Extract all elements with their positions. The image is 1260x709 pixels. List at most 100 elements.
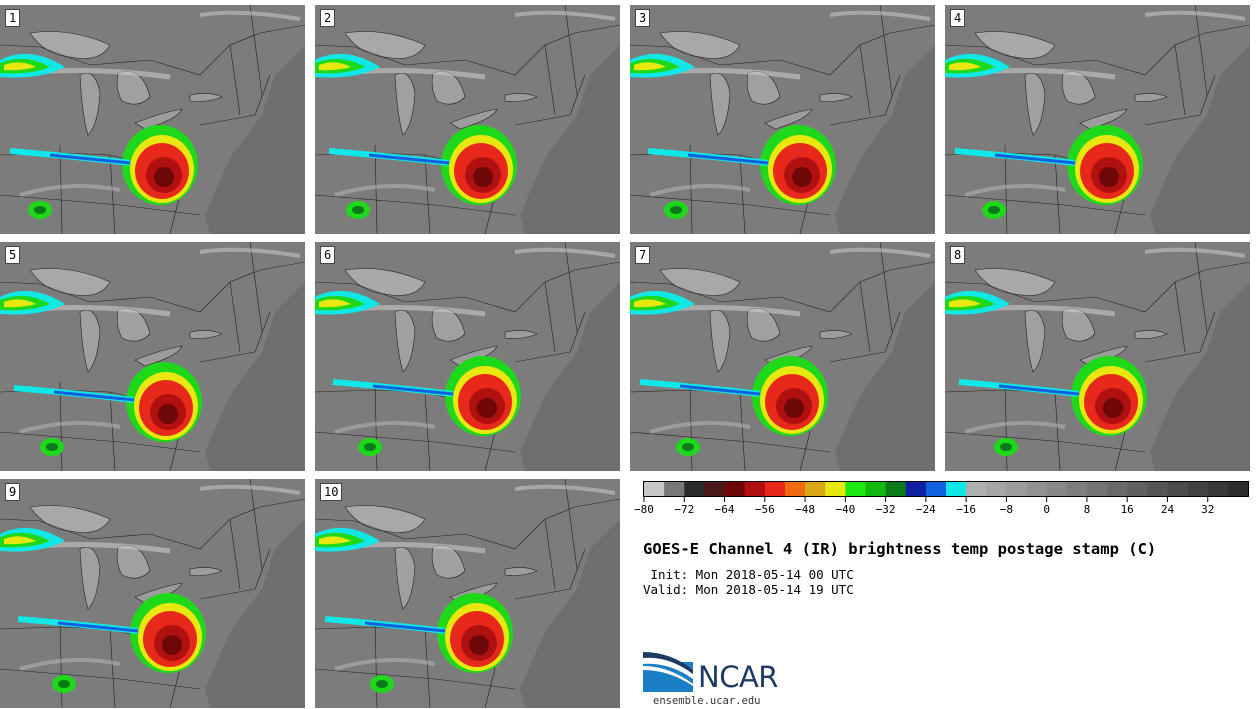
lake-ontario bbox=[819, 330, 853, 339]
cloud-streak bbox=[829, 247, 931, 258]
border-line bbox=[315, 498, 620, 550]
cloud-cluster bbox=[4, 299, 36, 308]
cloud-cell bbox=[352, 206, 364, 214]
cloud-cluster bbox=[949, 62, 981, 71]
colorbar-swatch bbox=[1227, 482, 1249, 496]
panel-number: 9 bbox=[5, 483, 21, 501]
cloud-streak bbox=[199, 10, 301, 21]
colorbar-swatch bbox=[644, 482, 665, 496]
colorbar-tick-label: −80 bbox=[634, 503, 654, 516]
ocean-area bbox=[520, 519, 620, 708]
storm-complex bbox=[647, 125, 836, 205]
storm-complex bbox=[324, 593, 513, 673]
convective-line bbox=[679, 384, 761, 396]
colorbar-swatch bbox=[1127, 482, 1148, 496]
lake-ontario bbox=[1134, 330, 1168, 339]
panel-number: 10 bbox=[320, 483, 343, 501]
lake-michigan bbox=[709, 72, 731, 136]
cloud-cell bbox=[376, 680, 388, 688]
border-line bbox=[689, 381, 693, 471]
border-line bbox=[544, 281, 556, 353]
border-line bbox=[59, 144, 63, 234]
colorbar bbox=[643, 481, 1249, 502]
border-line bbox=[374, 618, 378, 708]
map-layer bbox=[315, 242, 620, 471]
colorbar-swatch bbox=[784, 482, 806, 496]
map-layer bbox=[315, 479, 620, 708]
ocean-area bbox=[205, 519, 305, 708]
convective-line bbox=[49, 153, 131, 165]
postage-stamp-panel-3: 3 bbox=[630, 5, 935, 234]
ir-map bbox=[315, 479, 620, 708]
lake-superior bbox=[344, 268, 426, 296]
storm-core bbox=[1099, 167, 1119, 187]
border-line bbox=[109, 628, 116, 708]
colorbar-tick-label: 0 bbox=[1043, 503, 1050, 516]
lake-erie bbox=[449, 108, 498, 130]
colorbar-swatch bbox=[1187, 482, 1209, 496]
cloud-cluster bbox=[4, 62, 36, 71]
ocean-area bbox=[835, 45, 935, 234]
colorbar-tick-label: −24 bbox=[915, 503, 936, 516]
lake-superior bbox=[344, 505, 426, 533]
cloud-cluster bbox=[949, 299, 981, 308]
colorbar-swatch bbox=[1026, 482, 1047, 496]
border-line bbox=[0, 261, 305, 313]
lake-michigan bbox=[394, 72, 416, 136]
panel-number: 6 bbox=[320, 246, 336, 264]
cloud-cluster bbox=[319, 62, 351, 71]
border-line bbox=[374, 144, 378, 234]
border-line bbox=[229, 281, 241, 353]
border-line bbox=[514, 548, 586, 600]
colorbar-tick-label: 32 bbox=[1201, 503, 1215, 516]
panel-number: 4 bbox=[950, 9, 966, 27]
lake-superior bbox=[974, 268, 1056, 296]
storm-core bbox=[162, 635, 182, 655]
border-line bbox=[829, 311, 901, 363]
northwest-convection bbox=[0, 527, 76, 693]
cloud-streak bbox=[199, 484, 301, 495]
border-line bbox=[1194, 242, 1208, 333]
cloud-cluster bbox=[634, 299, 666, 308]
border-line bbox=[0, 194, 201, 216]
border-line bbox=[315, 668, 516, 690]
ocean-area bbox=[520, 45, 620, 234]
colorbar-swatch bbox=[845, 482, 866, 496]
border-line bbox=[564, 242, 578, 333]
ncar-logo-swoosh-icon bbox=[643, 652, 693, 692]
northwest-convection bbox=[945, 290, 1018, 456]
lake-superior bbox=[659, 31, 741, 59]
northwest-convection bbox=[315, 527, 394, 693]
storm-core bbox=[784, 398, 804, 418]
border-line bbox=[199, 311, 271, 363]
ocean-area bbox=[835, 282, 935, 471]
storm-core bbox=[477, 398, 497, 418]
border-line bbox=[1054, 154, 1061, 234]
lake-ontario bbox=[189, 93, 223, 102]
ir-map bbox=[315, 5, 620, 234]
border-line bbox=[1174, 44, 1186, 116]
figure-title: GOES-E Channel 4 (IR) brightness temp po… bbox=[643, 540, 1157, 558]
convective-line bbox=[687, 153, 769, 165]
cloud-cluster bbox=[319, 299, 351, 308]
lake-ontario bbox=[504, 330, 538, 339]
lake-michigan bbox=[79, 546, 101, 610]
panel-number: 1 bbox=[5, 9, 21, 27]
northwest-convection bbox=[630, 290, 700, 456]
colorbar-swatch bbox=[744, 482, 766, 496]
postage-stamp-panel-8: 8 bbox=[945, 242, 1250, 471]
lake-michigan bbox=[394, 309, 416, 373]
cloud-cluster bbox=[319, 536, 351, 545]
border-line bbox=[739, 391, 746, 471]
border-line bbox=[564, 479, 578, 570]
border-line bbox=[630, 194, 831, 216]
border-line bbox=[424, 391, 431, 471]
convective-line bbox=[994, 153, 1076, 165]
colorbar-tick-label: 16 bbox=[1120, 503, 1134, 516]
northwest-convection bbox=[0, 290, 65, 456]
border-line bbox=[0, 24, 305, 76]
border-line bbox=[879, 5, 893, 96]
border-line bbox=[315, 24, 620, 76]
storm-complex bbox=[639, 356, 828, 436]
cloud-streak bbox=[19, 184, 121, 197]
